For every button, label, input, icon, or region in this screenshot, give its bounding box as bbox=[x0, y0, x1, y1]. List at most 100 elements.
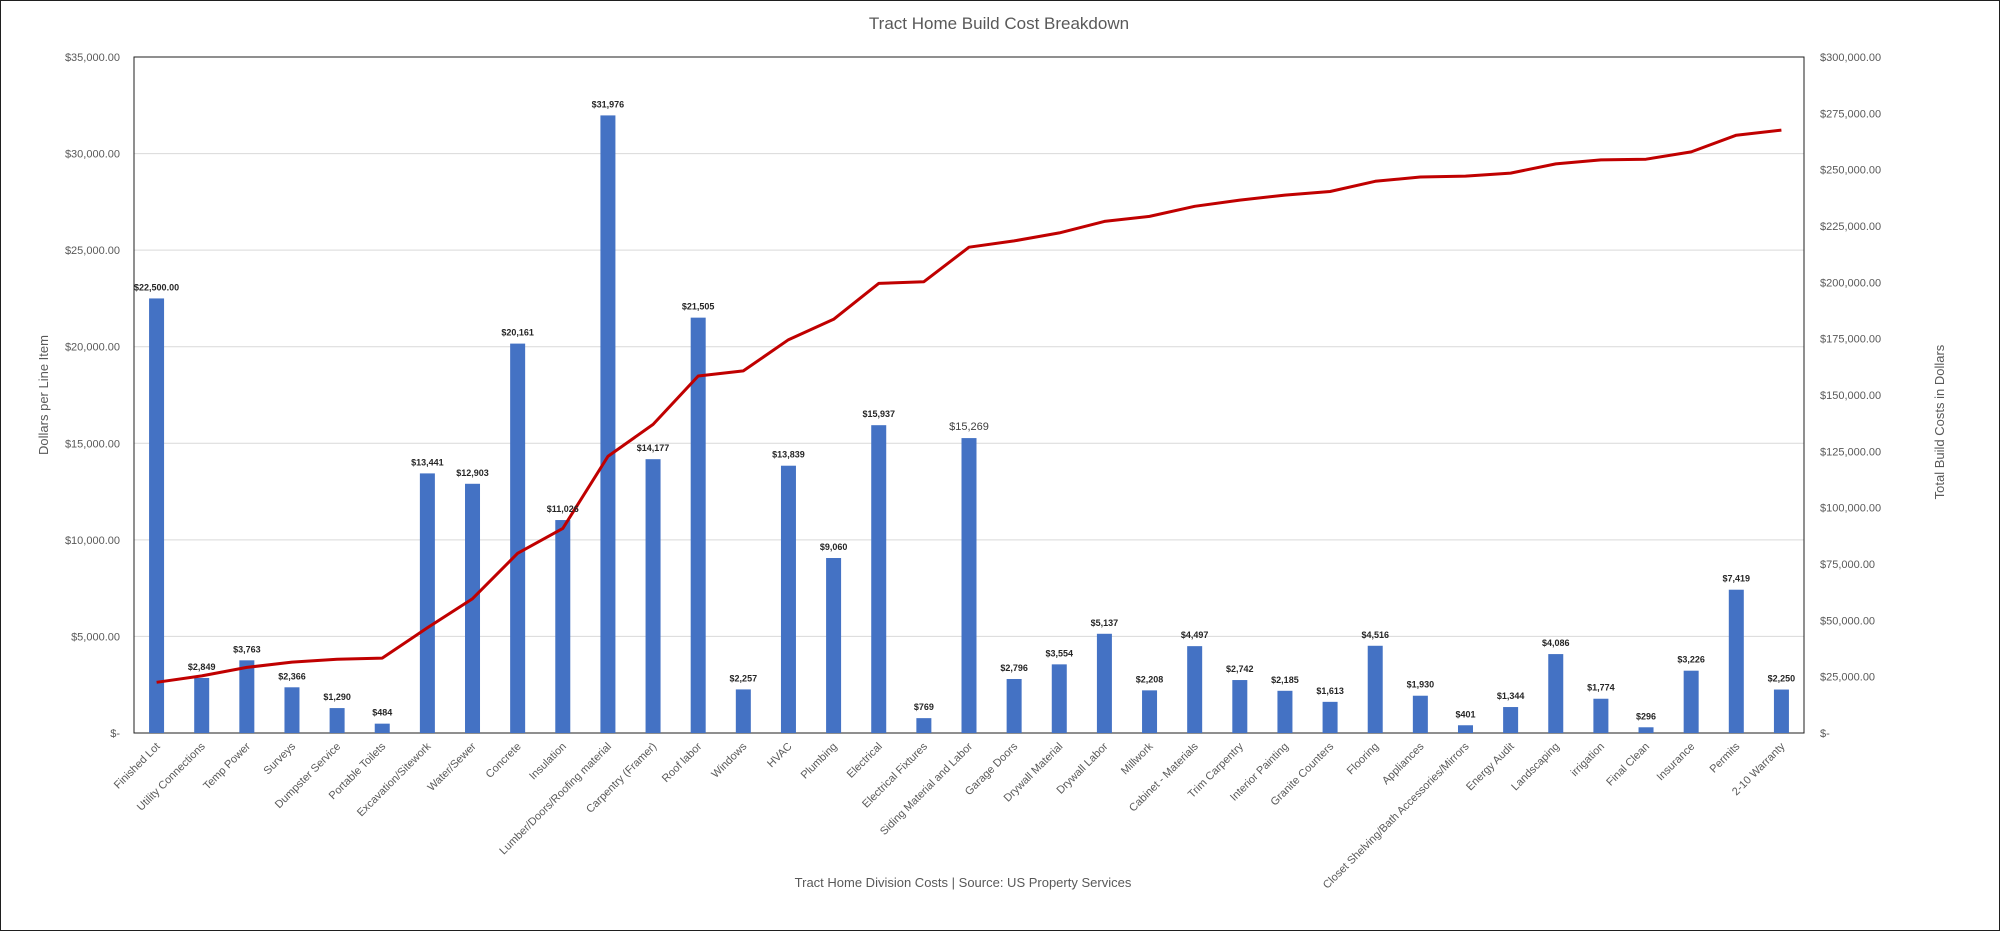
bar-data-label: $7,419 bbox=[1723, 574, 1751, 584]
bar bbox=[329, 708, 345, 733]
y2-tick-label: $50,000.00 bbox=[1820, 615, 1875, 627]
bar-data-label: $2,742 bbox=[1226, 664, 1254, 674]
bar-data-label: $9,060 bbox=[820, 542, 848, 552]
bar-data-label: $2,257 bbox=[730, 673, 758, 683]
bar-data-label: $22,500.00 bbox=[134, 282, 179, 292]
category-label: Final Clean bbox=[1604, 741, 1652, 789]
category-label: irrigation bbox=[1569, 741, 1607, 779]
y2-tick-label: $100,000.00 bbox=[1820, 503, 1881, 515]
y2-tick-label: $250,000.00 bbox=[1820, 165, 1881, 177]
category-label: HVAC bbox=[765, 741, 795, 771]
category-label: Appliances bbox=[1380, 740, 1427, 787]
category-label: Landscaping bbox=[1509, 741, 1562, 794]
bar-data-label: $31,976 bbox=[592, 99, 625, 109]
bar bbox=[555, 520, 571, 733]
bar-data-label: $1,774 bbox=[1587, 683, 1615, 693]
category-label: Plumbing bbox=[799, 741, 840, 782]
bar bbox=[1142, 690, 1158, 733]
bar-series bbox=[149, 115, 1789, 734]
y2-tick-label: $200,000.00 bbox=[1820, 277, 1881, 289]
category-label: Insulation bbox=[527, 741, 569, 783]
bar bbox=[1322, 701, 1338, 733]
bar-data-label: $14,177 bbox=[637, 443, 670, 453]
y2-tick-label: $- bbox=[1820, 728, 1830, 740]
bar bbox=[510, 343, 526, 733]
bar bbox=[419, 473, 435, 733]
bar bbox=[1412, 695, 1428, 733]
y-tick-label: $5,000.00 bbox=[71, 631, 120, 643]
category-label: Millwork bbox=[1119, 740, 1156, 777]
category-label: Siding Material and Labor bbox=[878, 740, 975, 837]
bar-data-label: $2,796 bbox=[1000, 663, 1028, 673]
bar-data-label: $1,613 bbox=[1316, 686, 1344, 696]
bar-data-label: $2,208 bbox=[1136, 674, 1164, 684]
bar bbox=[1548, 654, 1564, 733]
bar bbox=[1006, 678, 1022, 733]
bar-data-label: $2,849 bbox=[188, 662, 216, 672]
bar-data-label: $3,763 bbox=[233, 644, 261, 654]
category-label: Water/Sewer bbox=[425, 740, 478, 793]
x-axis-title: Tract Home Division Costs | Source: US P… bbox=[795, 875, 1132, 890]
bar-data-label: $11,026 bbox=[547, 504, 579, 514]
bar bbox=[690, 317, 706, 733]
bar-data-label: $13,441 bbox=[411, 457, 444, 467]
bar bbox=[916, 718, 932, 733]
bar-data-label: $2,250 bbox=[1768, 674, 1796, 684]
bar-data-label: $20,161 bbox=[501, 328, 534, 338]
category-label: Excavation/Sitework bbox=[355, 740, 434, 819]
bar bbox=[780, 465, 796, 733]
y-tick-label: $- bbox=[110, 728, 120, 740]
bar-data-label: $484 bbox=[372, 708, 392, 718]
bar bbox=[735, 689, 751, 733]
bar bbox=[1232, 680, 1248, 733]
category-label: Insurance bbox=[1655, 741, 1698, 784]
bar bbox=[1773, 689, 1789, 733]
bar bbox=[1503, 707, 1519, 733]
bar bbox=[1457, 725, 1473, 733]
bar bbox=[149, 298, 165, 733]
bar bbox=[1096, 633, 1112, 733]
y2-tick-label: $75,000.00 bbox=[1820, 559, 1875, 571]
category-label: Surveys bbox=[262, 740, 299, 777]
category-label: Windows bbox=[709, 740, 749, 780]
bar bbox=[1051, 664, 1067, 733]
category-label: Roof labor bbox=[660, 740, 705, 785]
y-tick-label: $30,000.00 bbox=[65, 149, 120, 161]
bar-data-label: $401 bbox=[1455, 709, 1475, 719]
y2-tick-label: $125,000.00 bbox=[1820, 446, 1881, 458]
y-tick-label: $35,000.00 bbox=[65, 52, 120, 64]
bar bbox=[239, 660, 255, 733]
bar bbox=[961, 438, 977, 733]
bar-data-label: $1,290 bbox=[323, 692, 351, 702]
bar bbox=[1593, 698, 1609, 733]
bar bbox=[600, 115, 616, 734]
category-label: Electrical bbox=[845, 741, 885, 781]
bar bbox=[1277, 690, 1293, 733]
bar-data-label: $4,497 bbox=[1181, 630, 1209, 640]
cumulative-total-line bbox=[156, 128, 1782, 684]
bar bbox=[1683, 670, 1699, 733]
bar-data-label: $12,903 bbox=[456, 468, 489, 478]
axis-ticks: $- $5,000.00 $10,000.00 $15,000.00 $20,000.0… bbox=[65, 52, 1881, 740]
bar-data-label: $1,930 bbox=[1407, 680, 1435, 690]
bar bbox=[1638, 727, 1654, 733]
bar bbox=[871, 425, 887, 733]
y-axis-title: Dollars per Line Item bbox=[36, 335, 51, 455]
bar-data-label: $4,516 bbox=[1361, 630, 1389, 640]
bar-data-label: $15,937 bbox=[862, 409, 895, 419]
cumulative-line-series bbox=[156, 128, 1782, 684]
y-tick-label: $10,000.00 bbox=[65, 535, 120, 547]
data-labels: $22,500.00 $2,849 $3,763 $2,366 $1,290 $484 $1… bbox=[134, 99, 1795, 721]
y-tick-label: $15,000.00 bbox=[65, 438, 120, 450]
y-tick-label: $25,000.00 bbox=[65, 245, 120, 257]
bar-data-label: $5,137 bbox=[1091, 618, 1119, 628]
bar-data-label: $1,344 bbox=[1497, 691, 1525, 701]
bar bbox=[465, 483, 481, 733]
category-label: Permits bbox=[1708, 740, 1743, 775]
y2-tick-label: $275,000.00 bbox=[1820, 108, 1881, 120]
category-label: Temp Power bbox=[201, 740, 253, 792]
bar-data-label: $15,269 bbox=[949, 421, 989, 433]
y2-axis-title: Total Build Costs in Dollars bbox=[1932, 344, 1947, 499]
